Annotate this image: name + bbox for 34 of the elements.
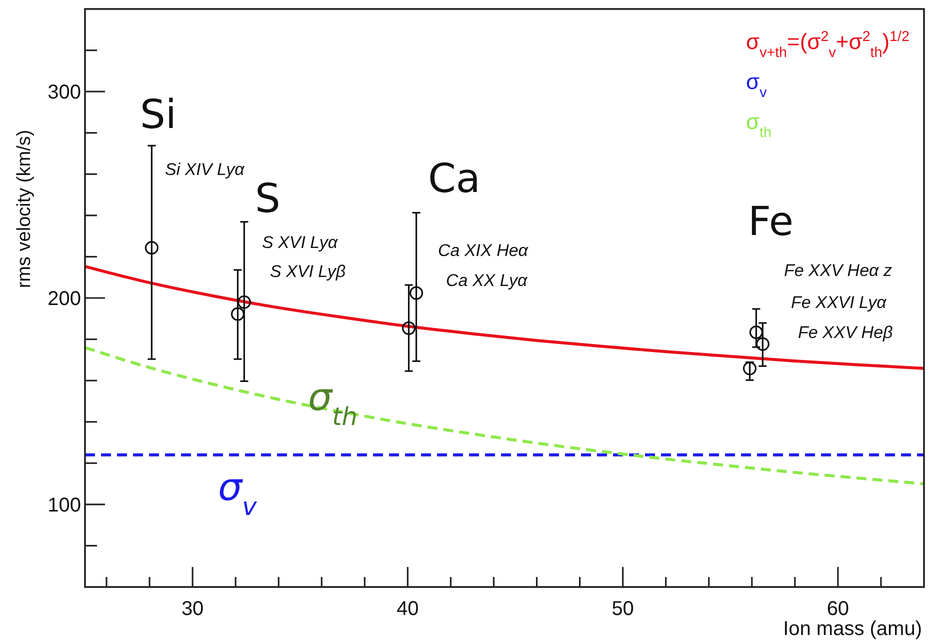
- x-tick-label: 60: [826, 598, 850, 620]
- annotation: Ca XIX Heα: [438, 241, 530, 260]
- line-series: [84, 264, 926, 370]
- point: [756, 337, 770, 351]
- x-tick-label: 40: [396, 598, 419, 620]
- point: [144, 241, 158, 255]
- point: [230, 307, 245, 321]
- annotation: Fe XXVI Lyα: [791, 293, 888, 312]
- x-tick-label: 50: [612, 598, 634, 620]
- annotation: Si XIV Lyα: [165, 160, 246, 179]
- point: [749, 325, 763, 340]
- annotation: S: [255, 176, 280, 222]
- y-axis-title: rms velocity (km/s): [14, 130, 35, 288]
- annotation: Fe XXV Heβ: [798, 323, 894, 342]
- text: σ$_{th}$: [746, 109, 772, 141]
- annotation: S XVI Lyβ: [270, 262, 346, 281]
- annotation: Fe: [748, 199, 794, 245]
- point: [409, 286, 424, 300]
- y-tick-label: 200: [48, 288, 81, 310]
- text: σ$_{v+th}$=(σ$^{2}$$_{v}$+σ$^{2}$$_{th}$)$^{1/2}$: [746, 29, 910, 61]
- annotation: Fe XXV Heα z: [784, 261, 892, 280]
- text: σ$_{v}$: [746, 69, 768, 101]
- point: [742, 362, 757, 376]
- annotation: Ca: [428, 156, 480, 202]
- point: [237, 295, 251, 309]
- y-tick-label: 300: [48, 82, 81, 104]
- y-tick-label: 100: [48, 494, 81, 516]
- annotation: Ca XX Lyα: [446, 271, 529, 290]
- x-axis-title: Ion mass (amu): [783, 618, 922, 640]
- x-tick-label: 30: [181, 598, 204, 620]
- point: [402, 321, 416, 335]
- annotation: Si: [140, 92, 177, 138]
- annotation: S XVI Lyα: [262, 233, 339, 252]
- annotation: σ$_{v}$: [218, 465, 258, 520]
